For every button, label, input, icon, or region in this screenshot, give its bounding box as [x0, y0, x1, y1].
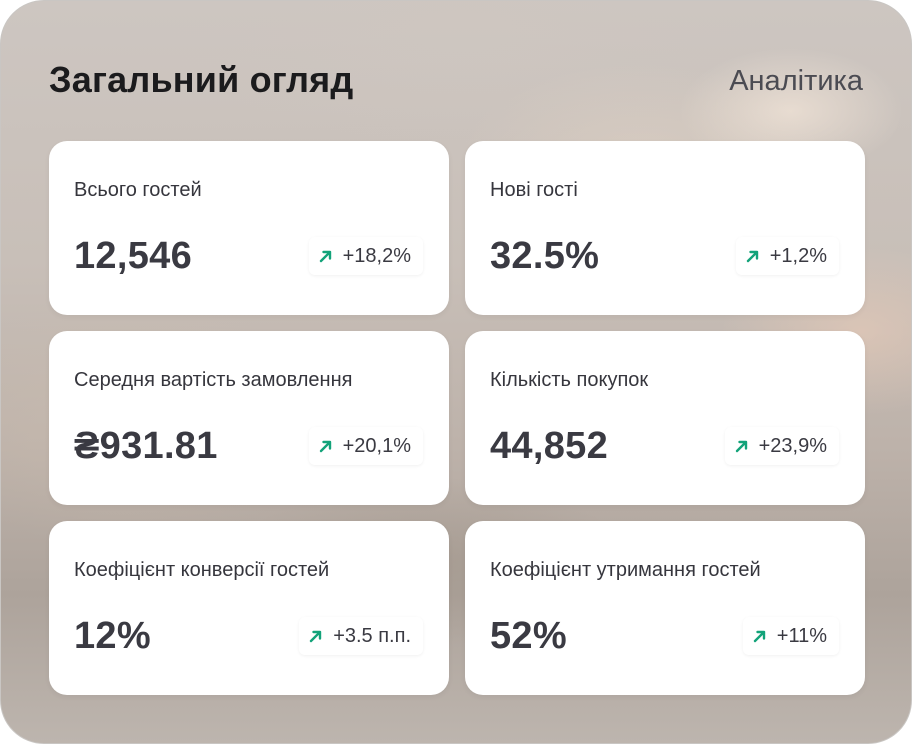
- stat-label: Коефіцієнт утримання гостей: [490, 559, 761, 581]
- trend-value: +1,2%: [769, 245, 827, 267]
- trend-badge: +3.5 п.п.: [299, 617, 423, 655]
- stat-card-purchases-count: Кількість покупок 44,852 +23,9%: [465, 331, 865, 505]
- trend-value: +3.5 п.п.: [333, 625, 411, 647]
- stat-value: 52%: [490, 615, 567, 657]
- stat-label: Середня вартість замовлення: [74, 369, 353, 391]
- trend-value: +11%: [776, 625, 827, 647]
- stat-card-conversion-rate: Коефіцієнт конверсії гостей 12% +3.5 п.п…: [49, 521, 449, 695]
- stat-card-retention-rate: Коефіцієнт утримання гостей 52% +11%: [465, 521, 865, 695]
- trend-badge: +1,2%: [736, 237, 839, 275]
- stat-label: Коефіцієнт конверсії гостей: [74, 559, 330, 581]
- stat-value: 44,852: [490, 425, 609, 467]
- trend-badge: +20,1%: [309, 427, 423, 465]
- arrow-up-right-icon: [746, 250, 758, 263]
- page-title: Загальний огляд: [49, 59, 354, 100]
- arrow-up-right-icon: [309, 630, 322, 643]
- stat-label: Нові гості: [490, 179, 578, 201]
- arrow-up-right-icon: [319, 440, 331, 453]
- analytics-link[interactable]: Аналітика: [729, 65, 863, 97]
- stat-card-new-guests: Нові гості 32.5% +1,2%: [465, 141, 865, 315]
- stat-value: ₴931.81: [74, 425, 218, 467]
- stat-card-average-order-value: Середня вартість замовлення ₴931.81 +20,…: [49, 331, 449, 505]
- trend-value: +23,9%: [758, 435, 827, 457]
- trend-value: +20,1%: [342, 435, 411, 457]
- stat-value: 12,546: [74, 235, 193, 277]
- arrow-up-right-icon: [735, 440, 747, 453]
- stat-label: Всього гостей: [74, 179, 202, 201]
- trend-badge: +18,2%: [309, 237, 423, 275]
- arrow-up-right-icon: [753, 630, 765, 643]
- stat-value: 32.5%: [490, 235, 600, 277]
- stat-card-total-guests: Всього гостей 12,546 +18,2%: [49, 141, 449, 315]
- trend-badge: +23,9%: [725, 427, 839, 465]
- trend-value: +18,2%: [342, 245, 411, 267]
- trend-badge: +11%: [743, 617, 839, 655]
- stat-value: 12%: [74, 615, 151, 657]
- arrow-up-right-icon: [319, 250, 331, 263]
- stat-label: Кількість покупок: [490, 369, 649, 391]
